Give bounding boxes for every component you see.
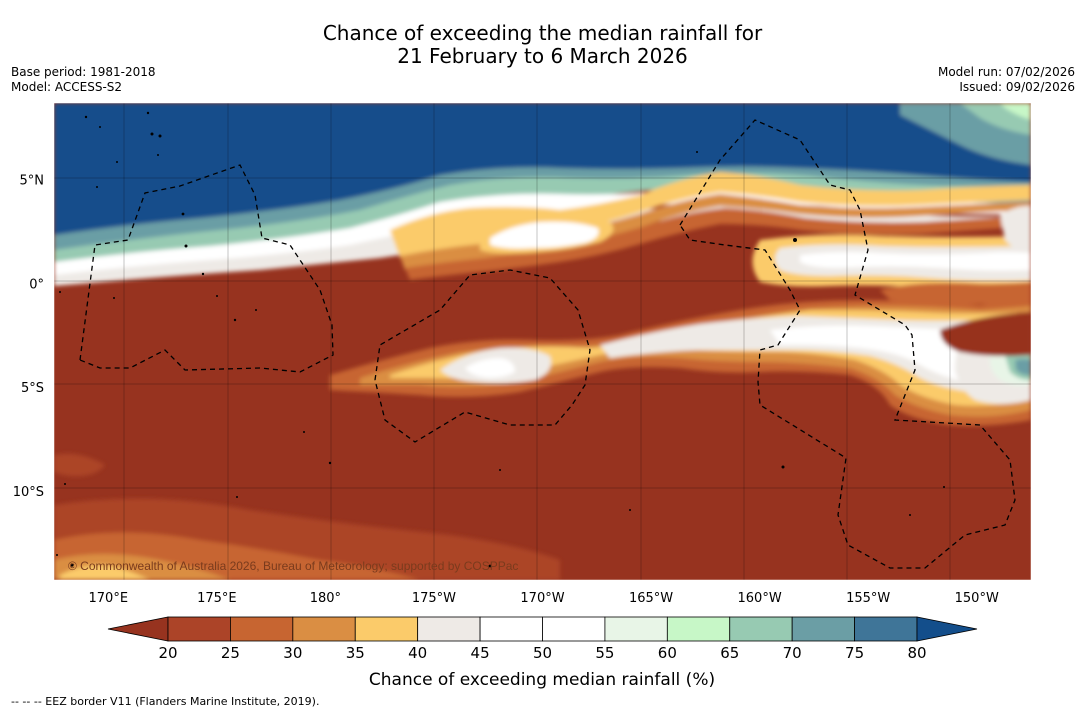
eez-borders: [79, 119, 1016, 569]
colorbar-cell: [479, 616, 543, 642]
lat-label: 5°S: [21, 381, 44, 396]
colorbar-tick: 20: [158, 644, 177, 662]
lon-label: 180°: [310, 591, 341, 606]
colorbar-tick: 45: [471, 644, 490, 662]
lat-label: 5°N: [20, 174, 45, 189]
lon-label: 175°W: [412, 591, 456, 606]
map-frame: [53, 102, 1032, 581]
contour-fills: [54, 103, 1031, 580]
colorbar-extend-low: [107, 616, 169, 642]
colorbar-tick: 30: [283, 644, 302, 662]
colorbar-tick: 60: [658, 644, 677, 662]
eez-footnote: -- -- -- EEZ border V11 (Flanders Marine…: [11, 695, 320, 708]
title-line-2: 21 February to 6 March 2026: [397, 44, 688, 68]
model-run-text: Model run: 07/02/2026: [937, 65, 1075, 79]
colorbar-cell: [292, 616, 356, 642]
colorbar-tick: 50: [533, 644, 552, 662]
colorbar-cell: [230, 616, 294, 642]
map-plot-area: [54, 103, 1031, 580]
info-right: Model run: 07/02/2026 Issued: 09/02/2026: [938, 65, 1075, 95]
info-left: Base period: 1981-2018 Model: ACCESS-S2: [11, 65, 156, 95]
title-line-1: Chance of exceeding the median rainfall …: [322, 21, 763, 45]
model-text: Model: ACCESS-S2: [11, 80, 123, 94]
colorbar: 20 25 30 35 40 45 50 55 60 65 70 75 80 Chance of exc…: [107, 616, 978, 690]
lat-label: 0°: [29, 277, 44, 292]
colorbar-tick: 40: [408, 644, 427, 662]
lon-label: 170°E: [89, 591, 129, 606]
colorbar-cell: [354, 616, 419, 642]
colorbar-tick-labels: 20 25 30 35 40 45 50 55 60 65 70 75 80: [158, 644, 926, 662]
copyright-text: © Commonwealth of Australia 2026, Bureau…: [68, 559, 518, 573]
lat-label: 10°S: [13, 485, 44, 500]
colorbar-cell: [854, 616, 918, 642]
islands: [56, 111, 945, 568]
lon-label: 150°W: [955, 591, 999, 606]
colorbar-tick: 35: [346, 644, 365, 662]
issued-text: Issued: 09/02/2026: [959, 80, 1075, 94]
base-period-text: Base period: 1981-2018: [11, 65, 156, 79]
colorbar-tick: 65: [720, 644, 739, 662]
colorbar-cell: [542, 616, 606, 642]
lon-label: 170°W: [520, 591, 564, 606]
colorbar-cells: [167, 616, 918, 642]
colorbar-cell: [167, 616, 231, 642]
lon-label: 165°W: [629, 591, 673, 606]
colorbar-cell: [417, 616, 481, 642]
colorbar-tick: 80: [907, 644, 926, 662]
graticule: [54, 103, 1031, 580]
longitude-labels: 170°E 175°E 180° 175°W 170°W 165°W 160°W 155°W 1…: [89, 591, 999, 606]
map-title: Chance of exceeding the median rainfall …: [0, 22, 1085, 68]
lon-label: 155°W: [846, 591, 890, 606]
lon-label: 175°E: [197, 591, 237, 606]
colorbar-label: Chance of exceeding median rainfall (%): [369, 670, 715, 690]
colorbar-cell: [791, 616, 855, 642]
colorbar-tick: 55: [595, 644, 614, 662]
latitude-labels: 5°N 0° 5°S 10°S: [13, 174, 44, 500]
lon-label: 160°W: [738, 591, 782, 606]
colorbar-cell: [604, 616, 668, 642]
colorbar-tick: 25: [221, 644, 240, 662]
colorbar-cell: [666, 616, 731, 642]
colorbar-extend-high: [916, 616, 978, 642]
colorbar-tick: 75: [845, 644, 864, 662]
colorbar-cell: [729, 616, 793, 642]
colorbar-tick: 70: [783, 644, 802, 662]
